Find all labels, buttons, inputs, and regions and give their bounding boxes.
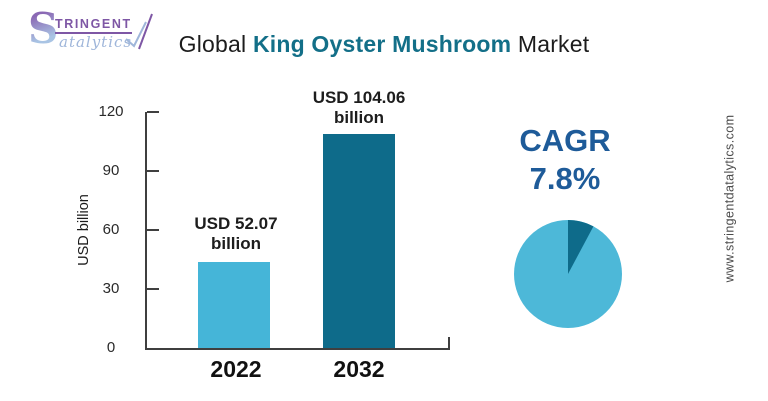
y-tick-label: 0 [106,339,116,356]
bar-value-line2: billion [210,233,262,253]
bar-2032 [323,134,395,348]
cagr-block: CAGR 7.8% [482,122,648,198]
y-tick-label: 90 [102,162,120,179]
title-prefix: Global [178,31,253,57]
cagr-value: 7.8% [529,160,601,196]
y-tick-label: 120 [98,103,124,120]
bar-value-line1: USD 52.07 [194,214,278,233]
cagr-pie-chart [513,219,623,329]
logo-word-top: TRINGENT [55,17,132,34]
bar-value-label-2032: USD 104.06 billion [284,88,434,127]
page-title: Global King Oyster Mushroom Market [0,31,768,58]
bar-2022 [198,262,270,348]
brand-logo: S TRINGENT atalytics [28,4,153,58]
y-tick-mark-90 [147,170,159,172]
bar-value-line1: USD 104.06 [312,88,406,107]
cagr-label: CAGR [519,123,611,158]
y-axis-line [145,112,147,350]
trend-line-icon [125,13,153,50]
pie-svg [514,220,622,328]
x-axis-end-tick [448,337,450,349]
y-tick-mark-30 [147,288,159,290]
x-axis-line [145,348,450,350]
title-highlight: King Oyster Mushroom [252,31,512,57]
y-axis-title: USD billion [76,194,92,266]
logo-word-bottom: atalytics [59,33,133,51]
bar-value-label-2022: USD 52.07 billion [161,214,311,253]
y-tick-label: 30 [102,280,120,297]
title-suffix: Market [511,31,590,57]
y-tick-label: 60 [102,221,120,238]
website-url-vertical: www.stringentdatalytics.com [722,114,737,283]
pie-slice-cagr [568,220,594,274]
logo-initial: S [28,4,59,53]
x-tick-label-2022: 2022 [210,356,262,382]
x-tick-label-2032: 2032 [333,356,385,382]
y-tick-mark-120 [147,111,159,113]
bar-value-line2: billion [333,107,385,127]
y-tick-mark-60 [147,229,159,231]
